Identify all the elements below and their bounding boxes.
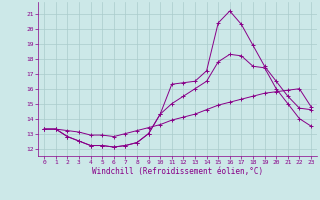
X-axis label: Windchill (Refroidissement éolien,°C): Windchill (Refroidissement éolien,°C) (92, 167, 263, 176)
